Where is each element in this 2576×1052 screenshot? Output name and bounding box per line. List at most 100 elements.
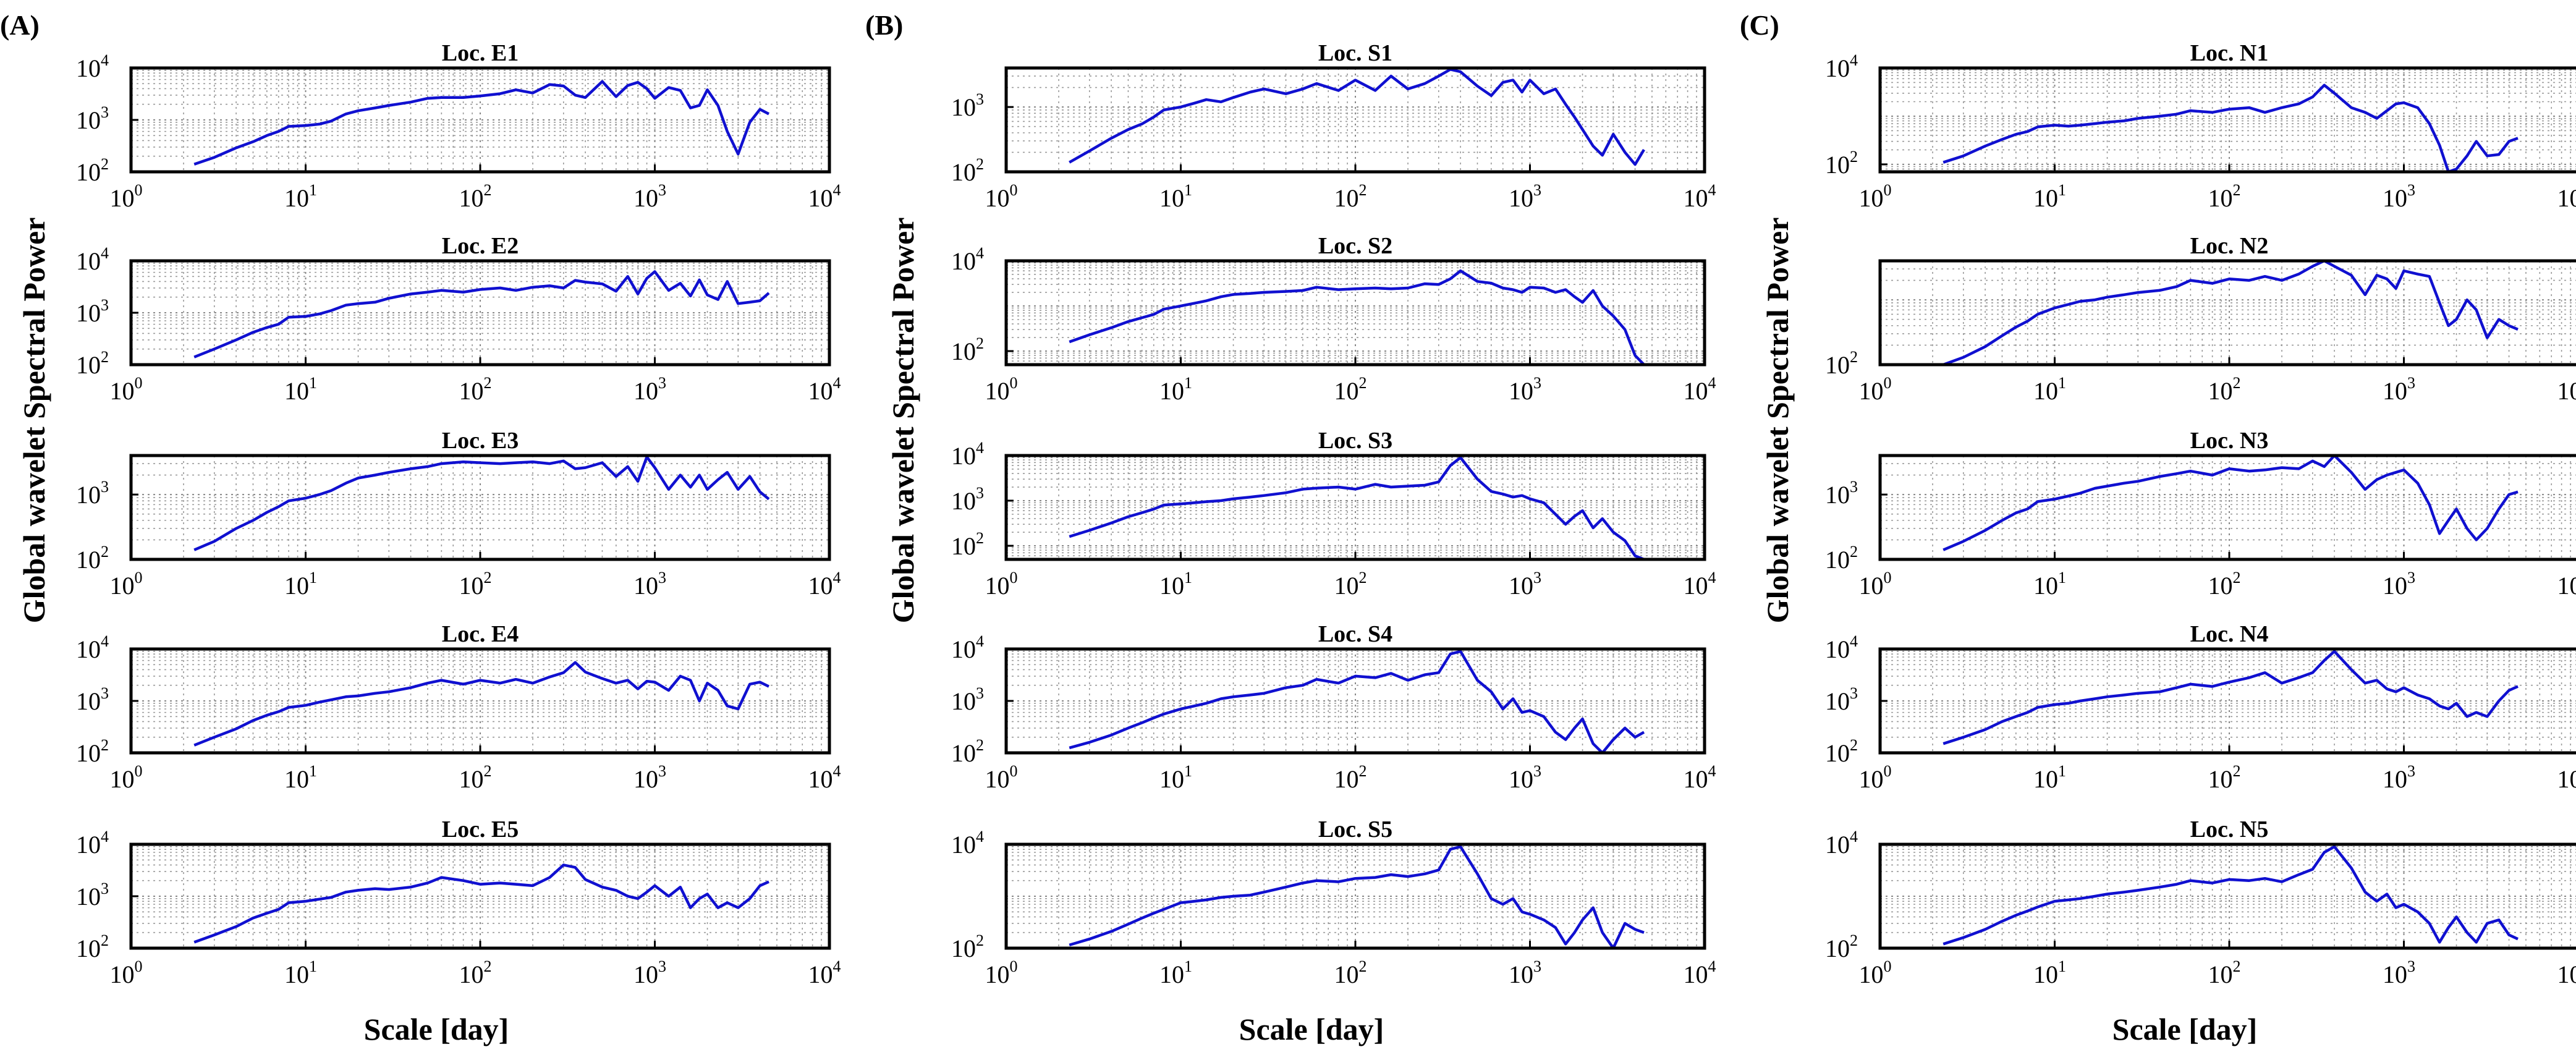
axes-frame [1878, 66, 2576, 174]
x-tick-label: 100 [1859, 569, 1892, 600]
y-tick-label: 103 [951, 484, 984, 515]
x-tick-label: 100 [1859, 762, 1892, 793]
x-tick-label: 104 [808, 569, 841, 600]
subplot-locn5: Loc. N5 100 101 102 103 104 102 104 [1825, 817, 2576, 988]
subplot-title: Loc. E5 [442, 817, 519, 842]
grid [131, 649, 829, 753]
subplot-locs3: Loc. S3 100 101 102 103 104 102 103 104 [951, 428, 1716, 600]
subplot-locs2: Loc. S2 100 101 102 103 104 102 104 [951, 233, 1716, 405]
x-tick-label: 104 [1684, 181, 1716, 212]
series-line [193, 456, 770, 551]
y-tick-label: 104 [1825, 828, 1858, 859]
subplot-locn3: Loc. N3 100 101 102 103 104 102 103 [1825, 428, 2576, 600]
x-tick-label: 101 [284, 181, 317, 212]
y-tick-label: 103 [76, 296, 109, 327]
y-tick-label: 103 [1825, 478, 1858, 509]
x-tick-label: 102 [2208, 569, 2241, 600]
x-tick-label: 104 [808, 181, 841, 212]
x-tick-label: 103 [2383, 181, 2415, 212]
y-tick-label: 104 [1825, 51, 1858, 82]
x-tick-label: 102 [2208, 957, 2241, 988]
grid [1880, 844, 2576, 948]
subplot-locs4: Loc. S4 100 101 102 103 104 102 103 104 [951, 621, 1716, 793]
x-tick-label: 101 [1159, 957, 1192, 988]
subplot-title: Loc. S2 [1318, 233, 1392, 259]
subplot-locs1: Loc. S1 100 101 102 103 104 102 103 [951, 40, 1716, 212]
y-tick-label: 102 [951, 736, 984, 767]
subplot-locn1: Loc. N1 100 101 102 103 104 102 104 [1825, 40, 2576, 212]
x-tick-label: 102 [1334, 374, 1367, 405]
x-tick-label: 101 [284, 569, 317, 600]
subplot-title: Loc. E2 [442, 233, 519, 259]
x-tick-label: 100 [985, 374, 1018, 405]
x-tick-label: 101 [2033, 957, 2066, 988]
x-axis-label-b: Scale [day] [1239, 1012, 1384, 1046]
x-tick-label: 102 [1334, 569, 1367, 600]
x-tick-label: 102 [1334, 957, 1367, 988]
x-tick-label: 102 [459, 569, 492, 600]
x-tick-label: 103 [633, 762, 666, 793]
x-tick-label: 100 [110, 762, 143, 793]
subplot-title: Loc. N1 [2190, 40, 2269, 66]
series-line [193, 80, 770, 166]
x-axis-label-a: Scale [day] [364, 1012, 509, 1046]
subplots: Loc. E1 100 101 102 103 104 102 103 104 Loc. E2 10… [76, 40, 2576, 988]
subplot-loce3: Loc. E3 100 101 102 103 104 102 103 [76, 428, 841, 600]
subplot-title: Loc. N5 [2190, 817, 2269, 842]
panel-label-a: (A) [0, 9, 40, 41]
y-tick-label: 104 [951, 244, 984, 275]
y-tick-label: 103 [76, 684, 109, 715]
x-tick-label: 100 [985, 957, 1018, 988]
x-tick-label: 104 [808, 374, 841, 405]
x-tick-label: 104 [2557, 569, 2576, 600]
x-tick-label: 100 [985, 181, 1018, 212]
series-line [1943, 259, 2519, 367]
subplot-loce4: Loc. E4 100 101 102 103 104 102 103 104 [76, 621, 841, 793]
grid [1880, 649, 2576, 753]
x-tick-label: 101 [2033, 181, 2066, 212]
x-tick-label: 104 [1684, 762, 1716, 793]
x-tick-label: 100 [110, 181, 143, 212]
y-tick-label: 103 [76, 880, 109, 910]
x-tick-label: 103 [2383, 957, 2415, 988]
x-tick-label: 100 [1859, 957, 1892, 988]
grid [1006, 261, 1705, 365]
y-tick-label: 102 [1825, 348, 1858, 379]
y-tick-label: 104 [76, 632, 109, 663]
subplot-title: Loc. E3 [442, 428, 519, 454]
grid [131, 68, 829, 172]
y-tick-label: 102 [1825, 148, 1858, 179]
x-tick-label: 103 [633, 181, 666, 212]
series-line [1069, 456, 1645, 561]
x-tick-label: 104 [2557, 374, 2576, 405]
x-tick-label: 102 [459, 762, 492, 793]
series-line [193, 661, 769, 747]
y-tick-label: 104 [951, 632, 984, 663]
x-tick-label: 104 [2557, 181, 2576, 212]
x-tick-label: 101 [2033, 569, 2066, 600]
x-tick-label: 100 [110, 569, 143, 600]
series-line [193, 270, 770, 358]
subplot-locn4: Loc. N4 100 101 102 103 104 102 103 104 [1825, 621, 2576, 793]
x-tick-label: 101 [2033, 374, 2066, 405]
y-tick-label: 102 [76, 736, 109, 767]
series-line [1943, 845, 2519, 946]
y-tick-label: 104 [76, 244, 109, 275]
subplot-loce5: Loc. E5 100 101 102 103 104 102 103 104 [76, 817, 841, 988]
y-tick-label: 104 [76, 51, 109, 82]
x-tick-label: 103 [2383, 374, 2415, 405]
y-tick-label: 102 [1825, 931, 1858, 962]
series-line [193, 863, 769, 944]
series-line [1069, 269, 1645, 366]
axes-frame [1878, 259, 2576, 367]
y-axis-label-c: Global wavelet Spectral Power [1760, 218, 1795, 624]
y-tick-label: 104 [76, 828, 109, 859]
y-tick-label: 103 [1825, 684, 1858, 715]
grid [1006, 456, 1705, 559]
series-line [1069, 650, 1645, 755]
y-tick-label: 104 [951, 828, 984, 859]
axes-frame [1878, 842, 2576, 950]
y-tick-label: 102 [951, 931, 984, 962]
x-axis-label-c: Scale [day] [2112, 1012, 2258, 1046]
